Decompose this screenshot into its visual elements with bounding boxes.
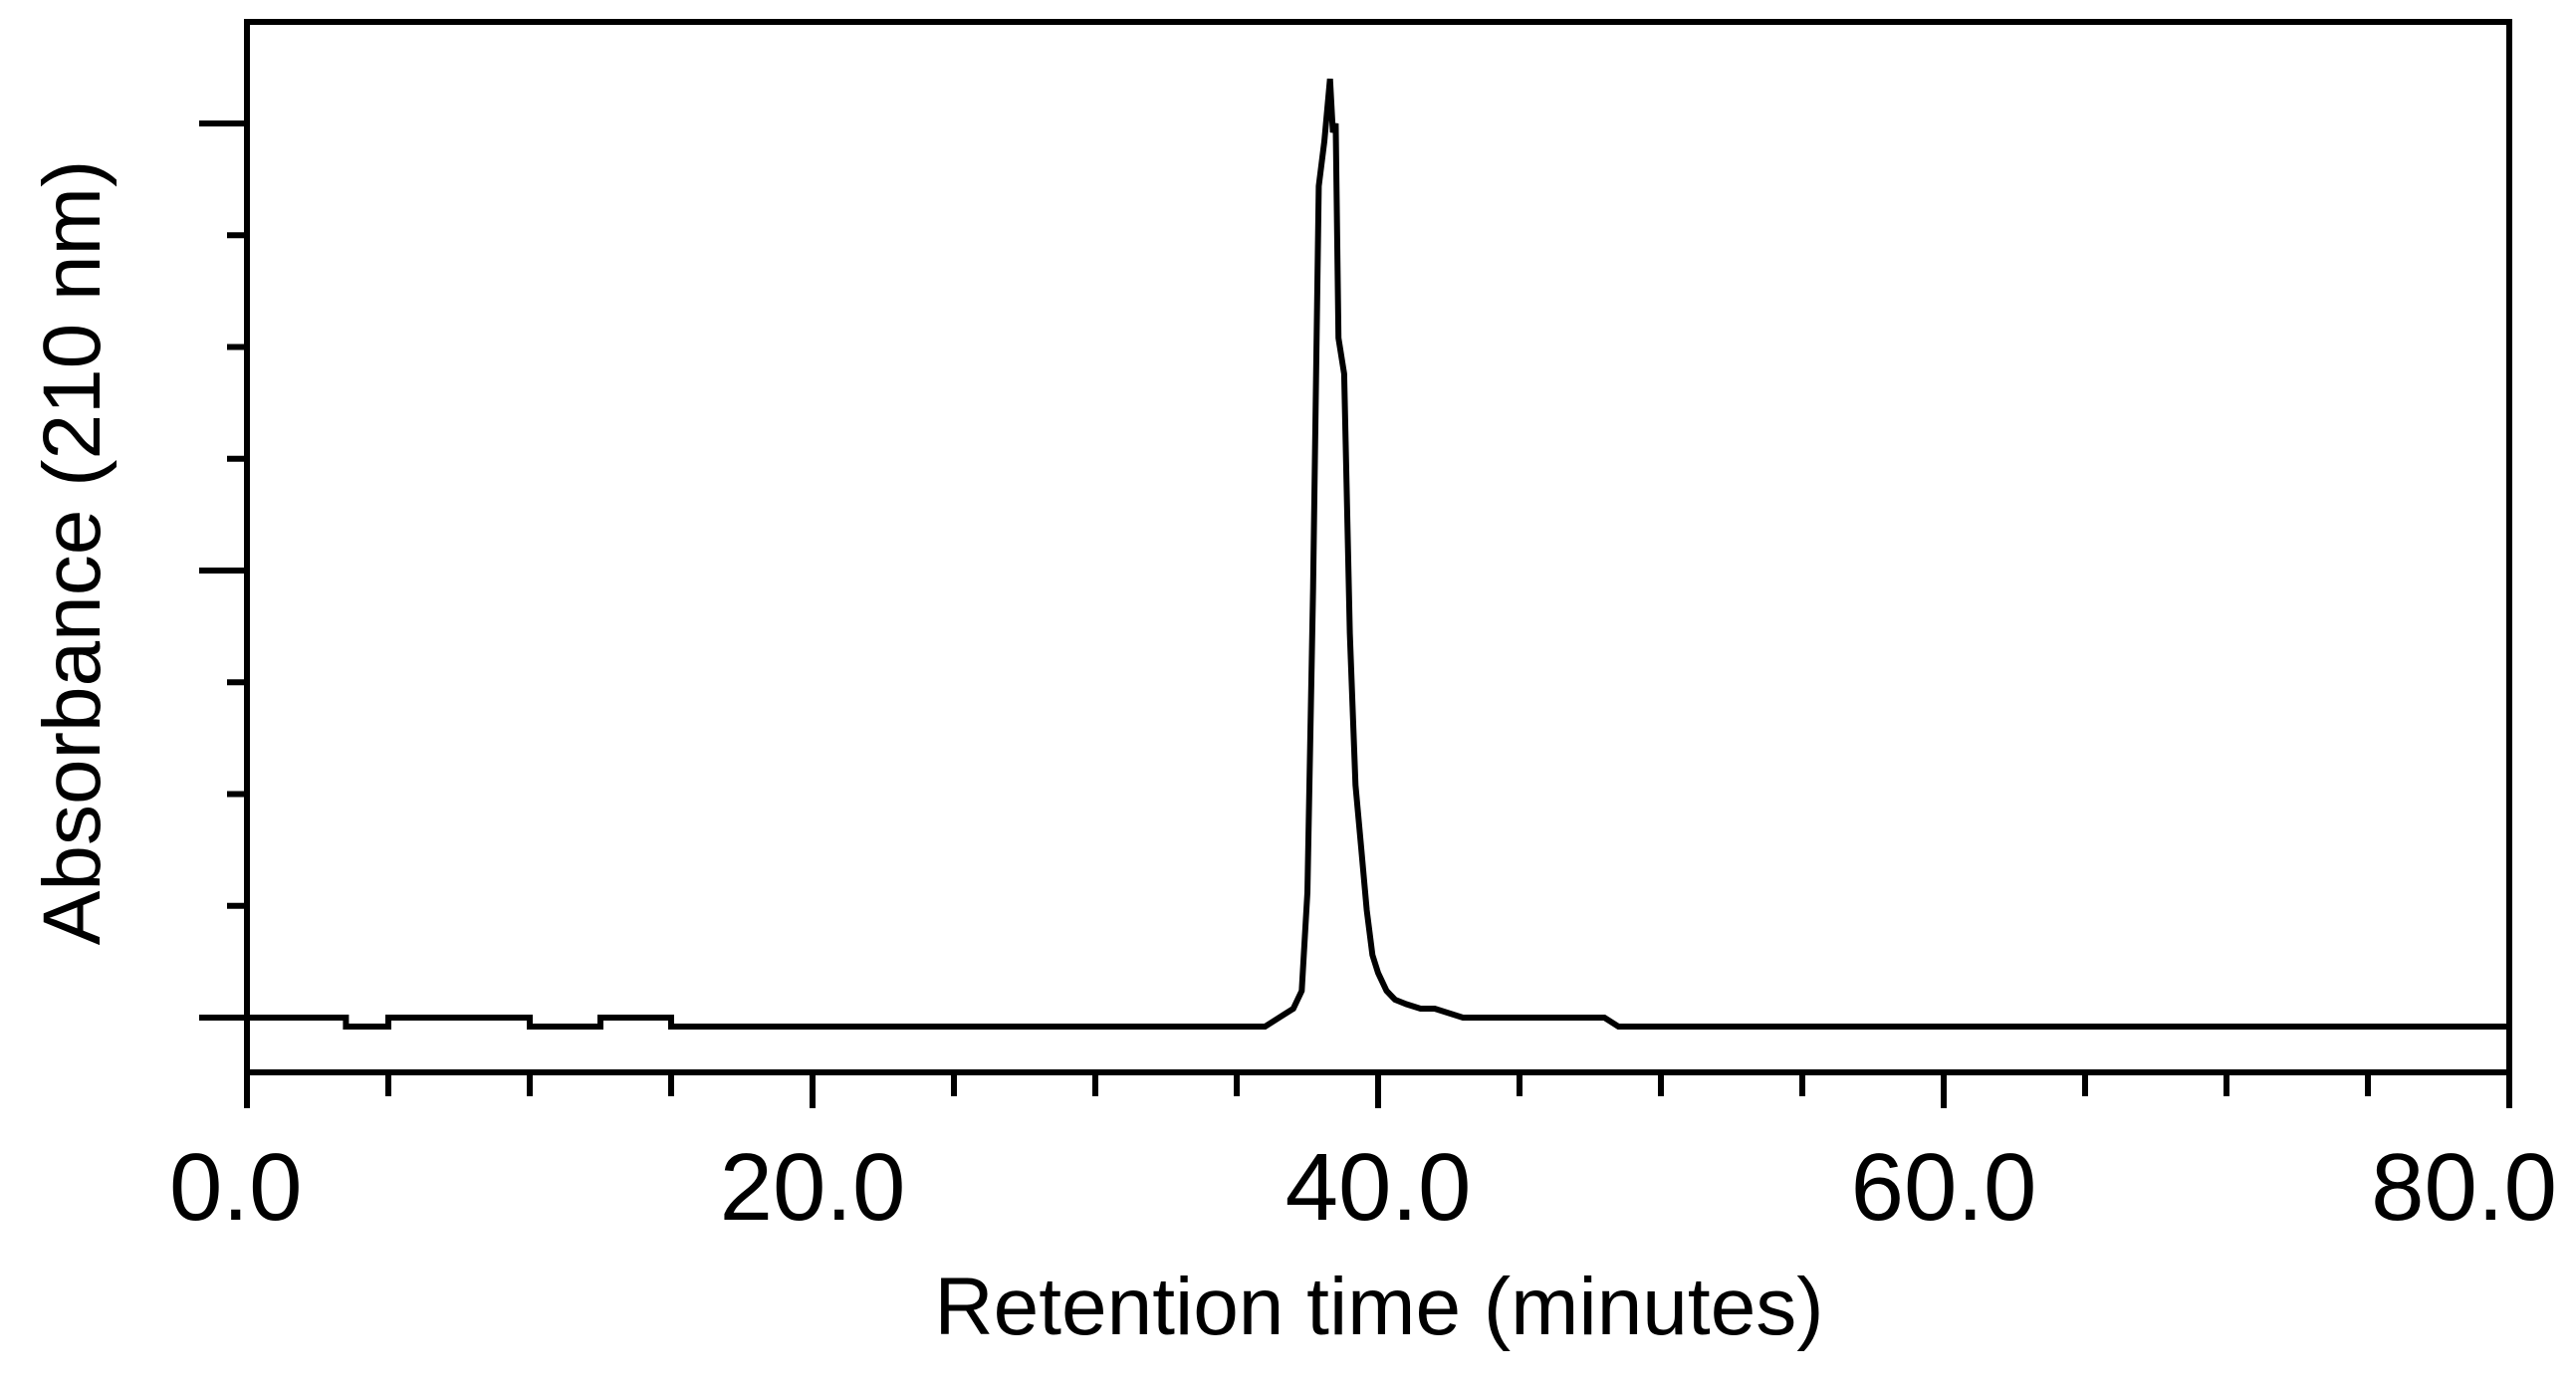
x-tick-label: 80.0 (2371, 1134, 2557, 1241)
x-tick-label: 60.0 (1851, 1134, 2037, 1241)
x-tick-label: 0.0 (169, 1134, 302, 1241)
plot-frame (244, 19, 2512, 1075)
x-tick-label: 40.0 (1286, 1134, 1472, 1241)
x-axis-title: Retention time (minutes) (934, 1262, 1823, 1352)
series-line (247, 78, 2509, 1030)
x-tick-label: 20.0 (720, 1134, 906, 1241)
y-axis-title: Absorbance (210 nm) (27, 160, 117, 946)
